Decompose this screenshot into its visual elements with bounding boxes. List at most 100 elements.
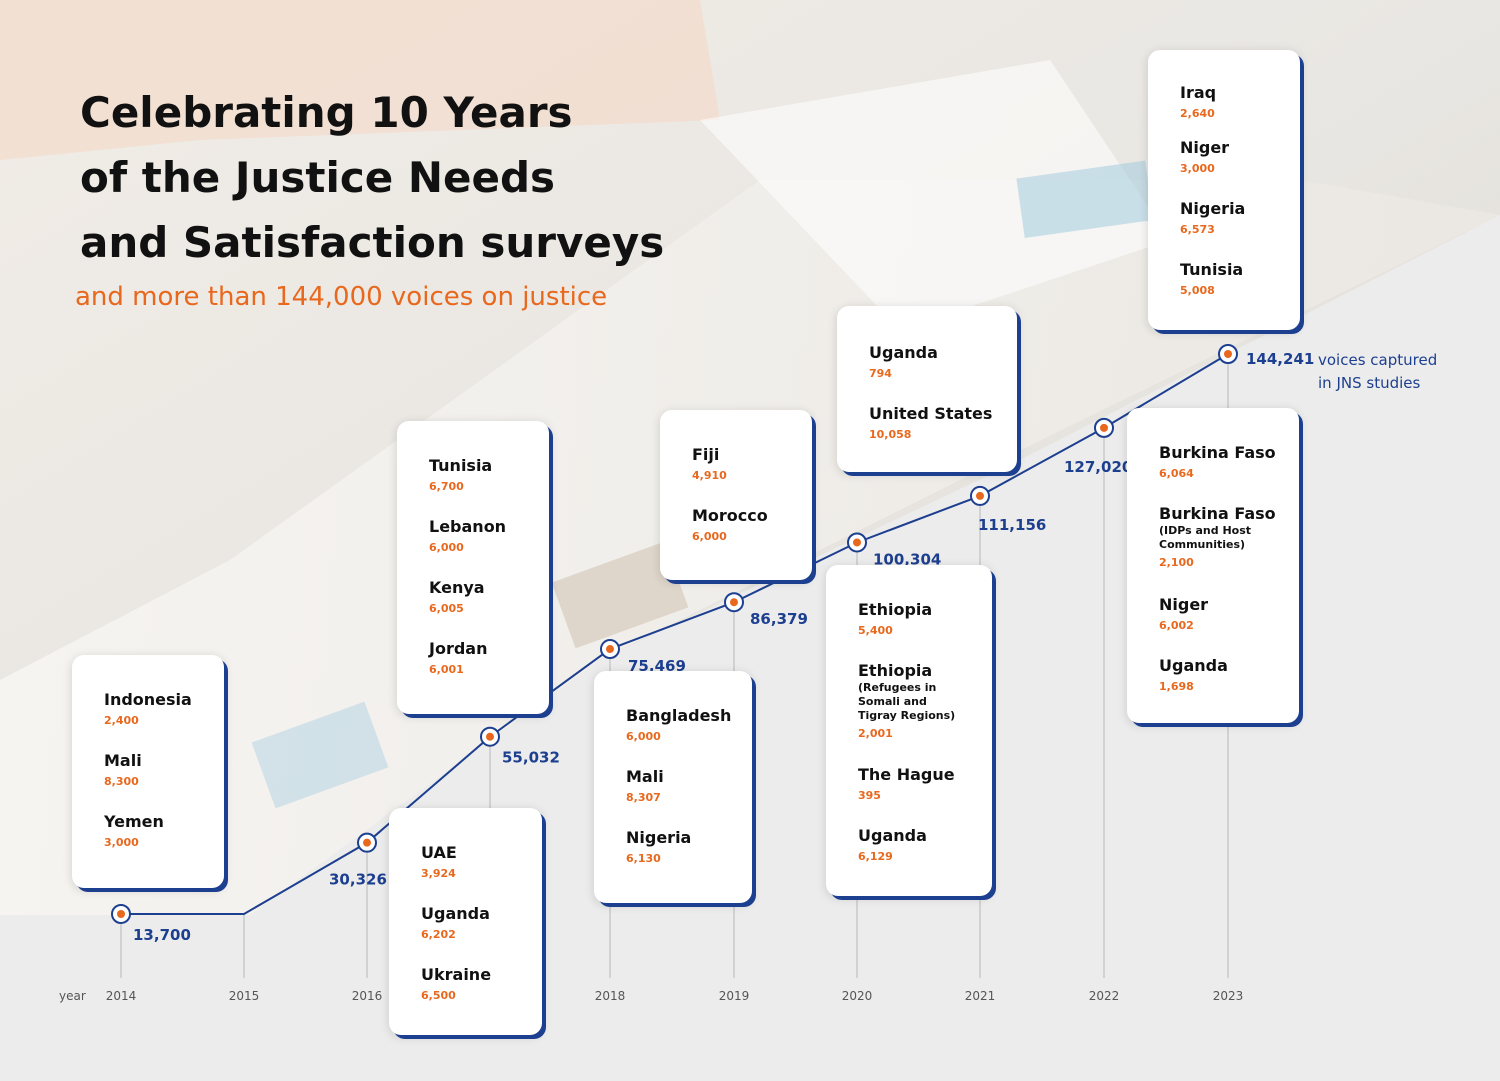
country-note: Communities)	[1159, 538, 1246, 551]
respondent-count: 6,000	[692, 530, 727, 543]
country-card: Indonesia 2,400 Mali 8,300 Yemen 3,000	[72, 655, 224, 888]
subtitle: and more than 144,000 voices on justice	[75, 282, 608, 312]
respondent-count: 6,129	[858, 850, 893, 863]
year-tick-2021: 2021	[965, 989, 996, 1003]
value-label-2016: 30,326	[329, 871, 387, 889]
respondent-count: 6,500	[421, 989, 456, 1002]
country-name: Ethiopia	[858, 600, 933, 619]
respondent-count: 1,698	[1159, 680, 1194, 693]
country-name: Burkina Faso	[1159, 443, 1276, 462]
country-name: Yemen	[104, 812, 164, 831]
country-entry: The Hague 395	[858, 765, 982, 803]
data-point-dot-2023	[1224, 350, 1232, 358]
value-label-2022: 127,020	[1064, 458, 1132, 476]
year-tick-2016: 2016	[352, 989, 383, 1003]
country-name: Uganda	[1159, 656, 1228, 675]
country-card: Iraq 2,640 Niger 3,000 Nigeria 6,573 Tunisia 5,…	[1148, 50, 1300, 330]
respondent-count: 6,573	[1180, 223, 1215, 236]
respondent-count: 6,000	[429, 541, 464, 554]
country-note: (IDPs and Host	[1159, 524, 1252, 537]
value-label-2020: 100,304	[873, 550, 941, 568]
country-name: Kenya	[429, 578, 485, 597]
respondent-count: 6,001	[429, 663, 464, 676]
year-tick-2015: 2015	[229, 989, 260, 1003]
country-name: Nigeria	[1180, 199, 1246, 218]
country-note: (Refugees in	[858, 681, 937, 694]
data-point-dot-2018	[606, 645, 614, 654]
country-name: Tunisia	[429, 456, 493, 475]
year-tick-2023: 2023	[1213, 989, 1244, 1003]
year-tick-2018: 2018	[595, 989, 626, 1003]
country-name: Mali	[626, 767, 664, 786]
value-label-2023: 144,241	[1246, 350, 1314, 368]
country-entry: Nigeria 6,130	[626, 828, 742, 866]
country-name: Niger	[1180, 138, 1230, 157]
country-entry: Tunisia 5,008	[1180, 260, 1290, 298]
respondent-count: 2,640	[1180, 107, 1215, 120]
country-name: Lebanon	[429, 517, 507, 536]
country-entry: Uganda 6,202	[421, 904, 532, 942]
country-entry: Ukraine 6,500	[421, 965, 532, 1003]
country-card: Ethiopia 5,400 Ethiopia (Refugees in Somali …	[826, 565, 992, 896]
country-name: The Hague	[858, 765, 955, 784]
country-entry: UAE 3,924	[421, 843, 532, 881]
x-axis-label: year	[59, 989, 86, 1003]
country-name: Morocco	[692, 506, 768, 525]
country-entry: Lebanon 6,000	[429, 517, 539, 555]
country-card: UAE 3,924 Uganda 6,202 Ukraine 6,500	[389, 808, 542, 1035]
voices-annotation: voices captured in JNS studies	[1318, 349, 1437, 395]
country-entry: Mali 8,300	[104, 751, 214, 789]
page-title: Celebrating 10 Years of the Justice Need…	[80, 80, 720, 275]
country-entry: Tunisia 6,700	[429, 456, 539, 494]
respondent-count: 4,910	[692, 469, 727, 482]
country-name: Mali	[104, 751, 142, 770]
country-name: Niger	[1159, 595, 1209, 614]
country-card: Fiji 4,910 Morocco 6,000	[660, 410, 812, 580]
respondent-count: 3,000	[104, 836, 139, 849]
country-entry: Mali 8,307	[626, 767, 742, 805]
year-tick-2019: 2019	[719, 989, 750, 1003]
series-line	[121, 353, 1229, 915]
respondent-count: 8,300	[104, 775, 139, 788]
data-point-dot-2022	[1100, 423, 1108, 432]
country-entry: Niger 6,002	[1159, 595, 1289, 633]
country-name: Ethiopia	[858, 661, 933, 680]
respondent-count: 3,000	[1180, 162, 1215, 175]
value-label-2014: 13,700	[133, 926, 191, 944]
country-name: Nigeria	[626, 828, 692, 847]
country-name: Jordan	[429, 639, 488, 658]
country-entry: Nigeria 6,573	[1180, 199, 1290, 237]
country-name: Iraq	[1180, 83, 1217, 102]
country-entry: Ethiopia 5,400	[858, 600, 982, 638]
respondent-count: 10,058	[869, 428, 912, 441]
title-line-2: of the Justice Needs	[80, 153, 556, 202]
country-entry: Bangladesh 6,000	[626, 706, 742, 744]
respondent-count: 6,130	[626, 852, 661, 865]
country-entry: Burkina Faso 6,064	[1159, 443, 1289, 481]
value-label-2018: 75,469	[628, 657, 686, 675]
country-name: Bangladesh	[626, 706, 732, 725]
country-note: Somali and	[858, 695, 927, 708]
country-entry: United States 10,058	[869, 404, 1007, 442]
country-note: Tigray Regions)	[858, 709, 956, 722]
respondent-count: 6,000	[626, 730, 661, 743]
country-entry: Indonesia 2,400	[104, 690, 214, 728]
respondent-count: 6,202	[421, 928, 456, 941]
country-name: Fiji	[692, 445, 720, 464]
country-card: Burkina Faso 6,064 Burkina Faso (IDPs and H…	[1127, 408, 1299, 723]
value-label-2019: 86,379	[750, 610, 808, 628]
data-point-dot-2014	[117, 910, 125, 918]
country-card: Uganda 794 United States 10,058	[837, 306, 1017, 472]
value-label-2021: 111,156	[978, 516, 1046, 534]
year-tick-2014: 2014	[106, 989, 137, 1003]
country-entry: Niger 3,000	[1180, 138, 1290, 176]
title-line-3: and Satisfaction surveys	[80, 218, 665, 267]
country-name: Tunisia	[1180, 260, 1244, 279]
data-point-dot-2021	[976, 491, 984, 500]
data-point-dot-2020	[853, 538, 861, 547]
country-name: UAE	[421, 843, 457, 862]
country-entry: Morocco 6,000	[692, 506, 802, 544]
country-entry: Jordan 6,001	[429, 639, 539, 677]
respondent-count: 2,001	[858, 727, 893, 740]
country-name: Uganda	[858, 826, 927, 845]
